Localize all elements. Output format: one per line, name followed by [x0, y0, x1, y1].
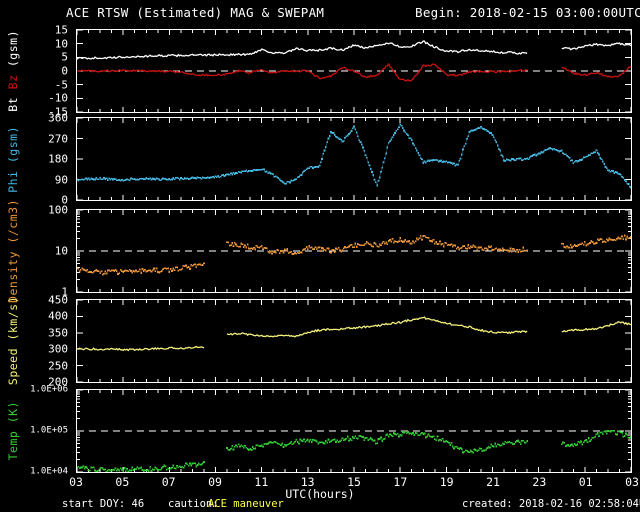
y-tick-label: 10 [54, 37, 68, 51]
panel-speed [76, 299, 632, 383]
y-tick-label: 0 [61, 64, 68, 78]
y-tick-label: 250 [48, 359, 68, 373]
plot-area-bt-bz [77, 30, 631, 112]
y-tick-label: 10 [54, 244, 68, 258]
series-trace [77, 430, 631, 472]
y-tick-label: 100 [48, 203, 68, 217]
chart-svg [77, 300, 631, 382]
panel-temp [76, 389, 632, 473]
panel-bt-bz [76, 29, 632, 113]
y-ticks-phi: 360 270 180 90 0 [0, 113, 72, 206]
y-tick-label: 450 [48, 293, 68, 307]
x-tick-label: 01 [578, 475, 593, 489]
x-tick-label: 17 [393, 475, 408, 489]
chart-svg [77, 390, 631, 472]
panel-density [76, 209, 632, 293]
y-tick-label: 300 [48, 342, 68, 356]
y-tick-label: 1.0E+05 [30, 425, 68, 436]
plot-footer: start DOY: 46 caution: ACE maneuver crea… [0, 498, 640, 512]
x-tick-label: 23 [532, 475, 547, 489]
x-tick-label: 13 [300, 475, 315, 489]
series-trace [77, 316, 631, 352]
x-tick-label: 03 [69, 475, 83, 489]
y-tick-label: 400 [48, 309, 68, 323]
x-tick-label: 09 [208, 475, 222, 489]
y-tick-label: 1 [61, 285, 68, 299]
y-tick-label: 5 [61, 50, 68, 64]
chart-svg [77, 210, 631, 292]
chart-svg [77, 30, 631, 112]
series-trace [77, 234, 631, 276]
x-tick-label: 19 [439, 475, 454, 489]
begin-timestamp: Begin: 2018-02-15 03:00:00UTC [415, 5, 640, 20]
y-tick-label: 200 [48, 375, 68, 389]
y-ticks-density: 100 10 1 [0, 205, 72, 298]
y-tick-label: 350 [48, 326, 68, 340]
x-axis-ticks: 03 05 07 09 11 13 15 17 19 21 23 01 03 [69, 473, 639, 489]
panel-phi [76, 117, 632, 201]
series-trace [77, 40, 631, 60]
series-trace [77, 123, 631, 188]
plot-area-density [77, 210, 631, 292]
x-tick-label: 03 [625, 475, 639, 489]
y-tick-label: -10 [48, 91, 68, 105]
start-doy: start DOY: 46 [62, 498, 145, 510]
y-tick-label: 270 [48, 132, 68, 145]
plot-area-speed [77, 300, 631, 382]
x-axis-title: UTC(hours) [285, 487, 355, 501]
x-tick-label: 15 [347, 475, 361, 489]
created-timestamp: created: 2018-02-16 02:58:04UTC [462, 498, 640, 510]
plot-area-temp [77, 390, 631, 472]
y-tick-label: 180 [48, 152, 68, 166]
y-ticks-bt-bz: 15 10 5 0 -5 -10 -15 [0, 25, 72, 118]
page-title: ACE RTSW (Estimated) MAG & SWEPAM [66, 5, 325, 20]
series-trace [77, 63, 631, 82]
y-tick-label: 90 [54, 173, 68, 186]
x-tick-label: 07 [161, 475, 176, 489]
caution-value: ACE maneuver [208, 498, 284, 510]
caution-label: caution: [168, 498, 219, 510]
y-tick-label: 0 [61, 193, 68, 207]
y-tick-label: 1.0E+06 [30, 384, 68, 395]
x-tick-label: 11 [254, 475, 269, 489]
y-tick-label: 1.0E+04 [30, 466, 68, 477]
y-tick-label: -5 [54, 78, 68, 92]
y-ticks-temp: 1.0E+06 1.0E+05 1.0E+04 [0, 385, 72, 477]
plot-header: ACE RTSW (Estimated) MAG & SWEPAM Begin:… [0, 5, 640, 23]
x-tick-label: 05 [115, 475, 130, 489]
y-ticks-speed: 450 400 350 300 250 200 [0, 295, 72, 388]
x-tick-label: 21 [486, 475, 500, 489]
y-tick-label: 15 [54, 23, 68, 37]
y-tick-label: -15 [48, 105, 68, 119]
chart-svg [77, 118, 631, 200]
y-tick-label: 360 [48, 111, 68, 125]
plot-area-phi [77, 118, 631, 200]
